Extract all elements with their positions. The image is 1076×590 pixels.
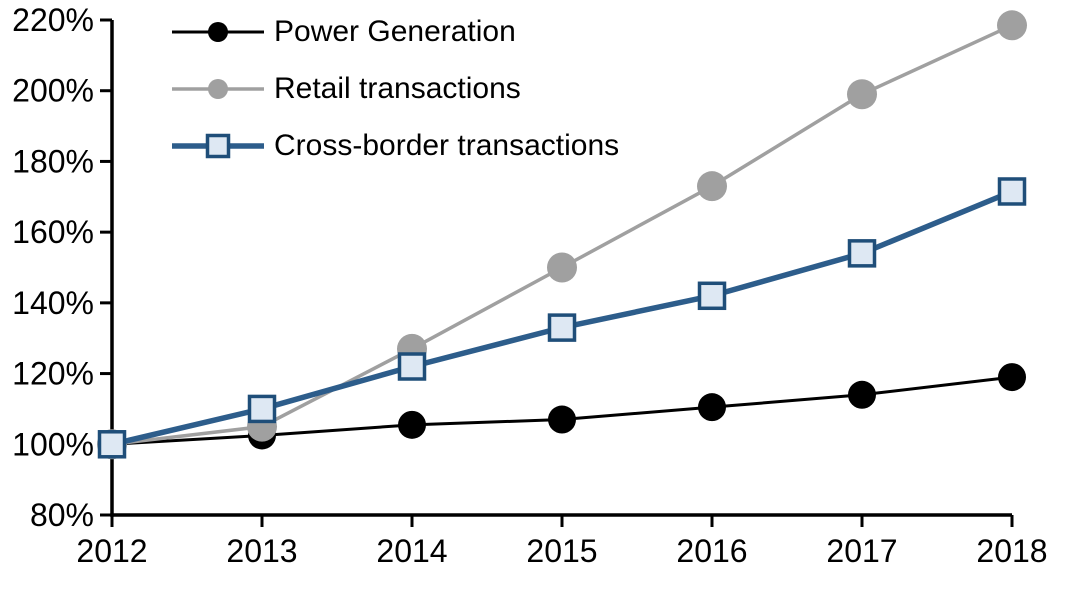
- series-1-marker-circle: [847, 79, 877, 110]
- x-tick-label: 2017: [826, 533, 897, 569]
- series-0-marker-circle: [548, 405, 576, 434]
- y-tick-label: 140%: [12, 285, 94, 321]
- series-2-marker-square: [547, 313, 577, 342]
- x-tick-label: 2015: [526, 533, 597, 569]
- y-tick-label: 100%: [12, 426, 94, 462]
- x-tick-label: 2013: [226, 533, 297, 569]
- legend-item-retail-transactions: Retail transactions: [172, 60, 619, 117]
- series-2-marker-square: [847, 239, 877, 268]
- legend-marker-circle: [208, 78, 228, 99]
- chart-legend: Power Generation Retail transactions Cro…: [172, 3, 619, 174]
- legend-item-power-generation: Power Generation: [172, 3, 619, 60]
- series-0-marker-circle: [998, 363, 1026, 392]
- legend-marker-square: [205, 133, 231, 158]
- series-1-marker-circle: [547, 252, 577, 283]
- series-2-marker-square: [247, 394, 277, 424]
- y-tick-label: 80%: [30, 497, 94, 533]
- series-2-marker-square: [997, 177, 1027, 206]
- legend-swatch-square-icon: [172, 133, 264, 158]
- series-2-marker-square: [697, 281, 727, 311]
- legend-marker-circle: [208, 21, 228, 42]
- series-1-marker-circle: [697, 171, 727, 202]
- series-1-marker-circle: [997, 10, 1027, 41]
- y-tick-label: 200%: [12, 73, 94, 109]
- x-tick-label: 2016: [676, 533, 747, 569]
- series-2-marker-square: [397, 352, 427, 381]
- legend-swatch-circle-icon: [172, 78, 264, 99]
- y-tick-label: 180%: [12, 143, 94, 179]
- series-0-marker-circle: [848, 380, 876, 409]
- legend-item-cross-border-transactions: Cross-border transactions: [172, 117, 619, 174]
- x-tick-label: 2012: [76, 533, 147, 569]
- series-0-marker-circle: [698, 393, 726, 422]
- series-0-marker-circle: [398, 410, 426, 439]
- legend-label: Power Generation: [274, 14, 516, 48]
- y-tick-label: 220%: [12, 2, 94, 38]
- series-2-marker-square: [97, 430, 127, 459]
- y-tick-label: 120%: [12, 356, 94, 392]
- x-tick-label: 2014: [376, 533, 447, 569]
- y-tick-label: 160%: [12, 214, 94, 250]
- legend-swatch-circle-icon: [172, 21, 264, 42]
- legend-label: Retail transactions: [274, 71, 521, 105]
- x-tick-label: 2018: [976, 533, 1047, 569]
- legend-label: Cross-border transactions: [274, 128, 620, 162]
